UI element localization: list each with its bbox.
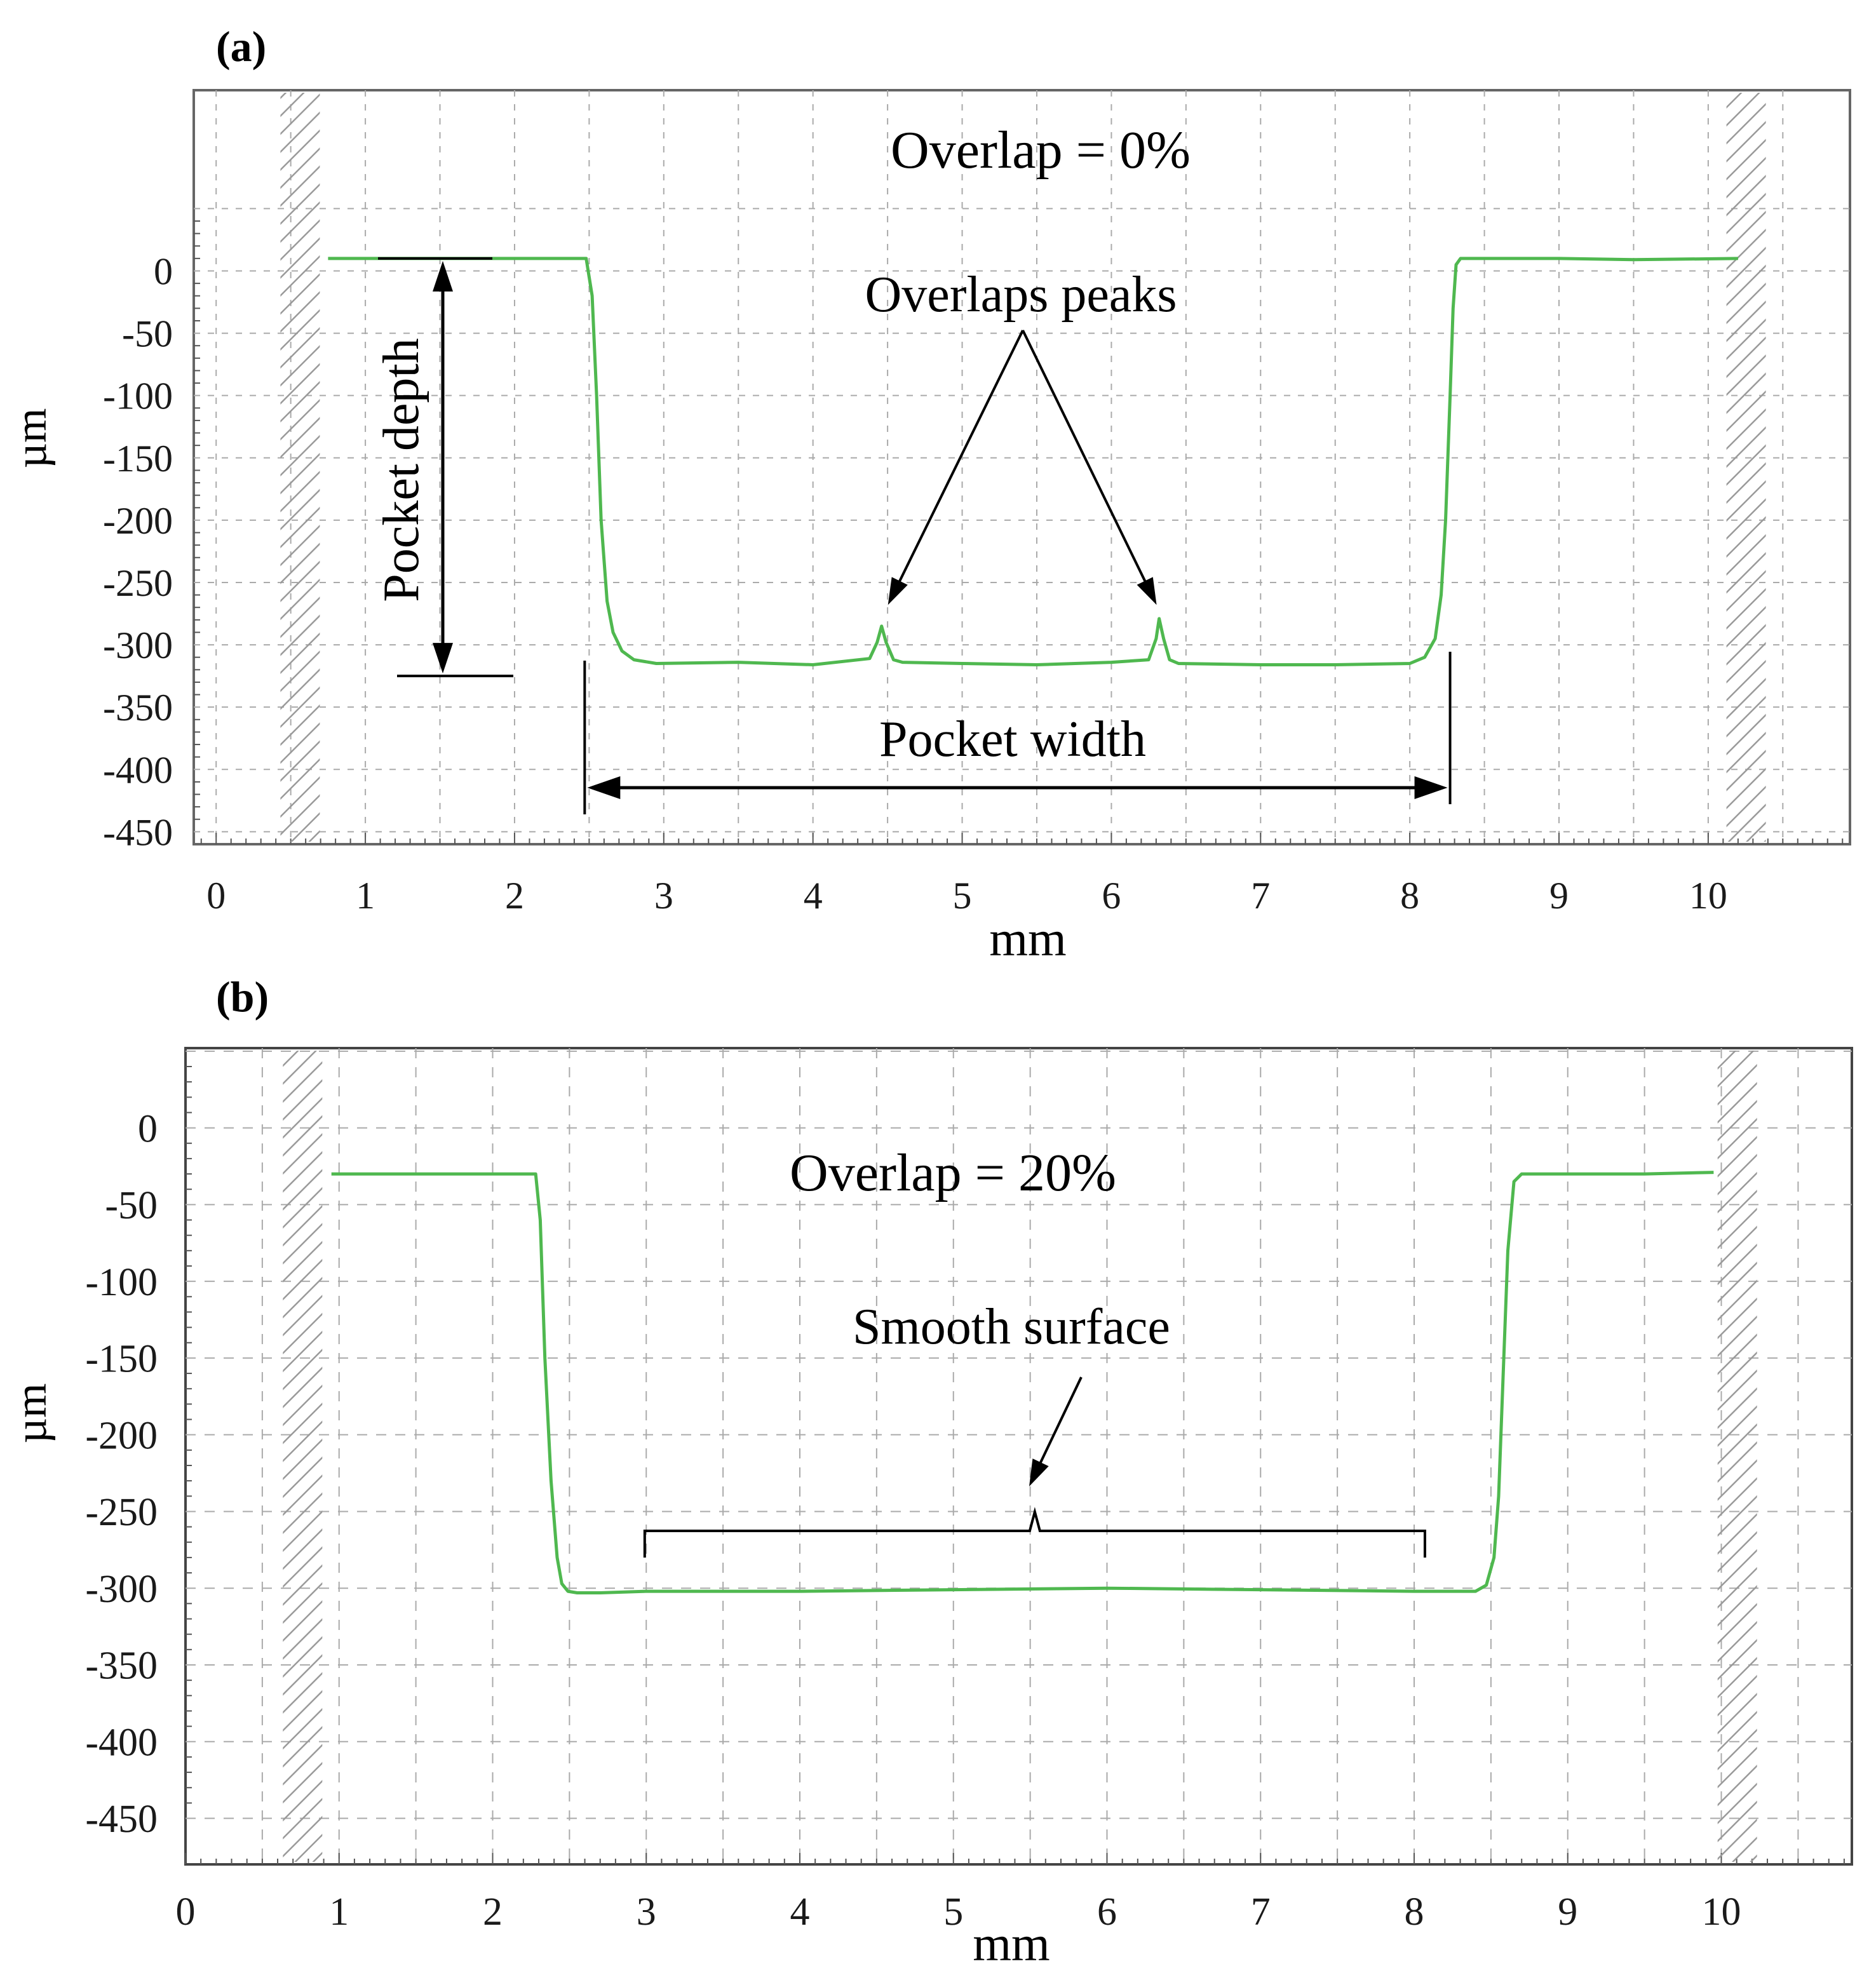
panel-a: (a) 0 -50 -100 -150 -200 -250 -300 -350 -400 -450… (7, 22, 1851, 966)
panel-b-profile-line (331, 1171, 1714, 1594)
peak-arrow-right (1022, 330, 1148, 585)
x-tick-label-9: 9 (1549, 875, 1569, 917)
x-tick-label-2: 2 (483, 1890, 503, 1934)
smooth-surface-label: Smooth surface (853, 1299, 1170, 1355)
x-tick-label-8: 8 (1405, 1890, 1424, 1934)
y-tick-label-5: -250 (85, 1491, 158, 1534)
panel-a-grid (194, 90, 1850, 844)
smooth-surface-arrowhead (1029, 1458, 1049, 1486)
y-tick-label-4: -200 (103, 500, 173, 542)
x-tick-label-1: 1 (329, 1890, 349, 1934)
peak-arrow-left (896, 330, 1024, 585)
y-tick-label-2: -100 (85, 1261, 158, 1304)
smooth-surface-arrow (1037, 1377, 1083, 1467)
panel-b-label: (b) (216, 973, 269, 1021)
panel-a-y-tick-labels: 0 -50 -100 -150 -200 -250 -300 -350 -400 -450 (103, 250, 173, 853)
panel-a-label: (a) (216, 22, 266, 71)
x-tick-label-7: 7 (1251, 1890, 1271, 1934)
x-tick-label-0: 0 (176, 1890, 196, 1934)
pocket-width-arrowhead-right (1414, 776, 1448, 799)
pocket-depth-arrowhead-top (433, 260, 453, 292)
x-tick-label-1: 1 (356, 875, 375, 917)
x-tick-label-6: 6 (1097, 1890, 1117, 1934)
x-tick-label-5: 5 (943, 1890, 963, 1934)
x-tick-label-9: 9 (1558, 1890, 1577, 1934)
panel-a-plot-frame (192, 89, 1851, 845)
peak-arrowhead-left (887, 577, 908, 605)
panel-a-hatch-left (280, 93, 320, 842)
panel-a-x-axis-label: mm (989, 911, 1066, 966)
x-tick-label-7: 7 (1251, 875, 1270, 917)
y-tick-label-8: -400 (85, 1721, 158, 1764)
x-tick-label-3: 3 (637, 1890, 656, 1934)
x-tick-label-4: 4 (790, 1890, 810, 1934)
panel-b-hatch-left (283, 1051, 323, 1862)
panel-b: (b) 0 -50 -100 -150 -200 -250 -300 -350 -400 -450… (7, 973, 1853, 1971)
panel-b-plot-frame (184, 1047, 1853, 1866)
x-tick-label-0: 0 (206, 875, 226, 917)
panel-a-profile-line (328, 257, 1738, 666)
panel-b-x-tick-labels: 0 1 2 3 4 5 6 7 8 9 10 (176, 1890, 1741, 1934)
y-tick-label-0: 0 (138, 1107, 158, 1150)
y-tick-label-2: -100 (103, 375, 173, 417)
panel-b-grid (185, 1048, 1852, 1864)
x-tick-label-4: 4 (804, 875, 823, 917)
overlaps-peaks-label: Overlaps peaks (865, 267, 1177, 323)
panel-a-x-tick-labels: 0 1 2 3 4 5 6 7 8 9 10 (206, 875, 1727, 917)
x-tick-label-5: 5 (953, 875, 972, 917)
y-tick-label-7: -350 (103, 687, 173, 729)
y-tick-label-7: -350 (85, 1645, 158, 1688)
panel-b-hatch-right (1717, 1051, 1757, 1862)
y-tick-label-4: -200 (85, 1414, 158, 1457)
y-tick-label-1: -50 (105, 1184, 158, 1227)
panel-b-title: Overlap = 20% (790, 1143, 1116, 1202)
peak-arrowhead-right (1137, 577, 1157, 605)
panel-a-y-axis-label: µm (7, 408, 56, 469)
x-tick-label-2: 2 (505, 875, 524, 917)
panel-b-x-axis-label: mm (973, 1916, 1049, 1971)
panel-b-y-axis-label: µm (7, 1384, 56, 1444)
y-tick-label-3: -150 (103, 438, 173, 480)
y-tick-label-1: -50 (122, 313, 173, 355)
pocket-width-arrowhead-left (587, 776, 621, 799)
y-tick-label-0: 0 (154, 250, 173, 292)
panel-a-title: Overlap = 0% (891, 121, 1191, 180)
y-tick-label-8: -400 (103, 749, 173, 791)
y-tick-label-6: -300 (85, 1568, 158, 1611)
y-tick-label-9: -450 (85, 1798, 158, 1841)
y-tick-label-5: -250 (103, 562, 173, 604)
pocket-width-label: Pocket width (879, 711, 1146, 767)
pocket-depth-label: Pocket depth (374, 338, 429, 602)
x-tick-label-8: 8 (1400, 875, 1419, 917)
x-tick-label-10: 10 (1689, 875, 1727, 917)
pocket-depth-arrowhead-bottom (433, 643, 453, 674)
panel-b-y-tick-labels: 0 -50 -100 -150 -200 -250 -300 -350 -400 -450 (85, 1107, 158, 1841)
y-tick-label-6: -300 (103, 624, 173, 666)
y-tick-label-9: -450 (103, 811, 173, 853)
x-tick-label-6: 6 (1102, 875, 1121, 917)
panel-a-hatch-right (1726, 93, 1766, 842)
x-tick-label-3: 3 (654, 875, 673, 917)
x-tick-label-10: 10 (1702, 1890, 1741, 1934)
smooth-surface-brace (643, 1507, 1426, 1558)
y-tick-label-3: -150 (85, 1338, 158, 1381)
